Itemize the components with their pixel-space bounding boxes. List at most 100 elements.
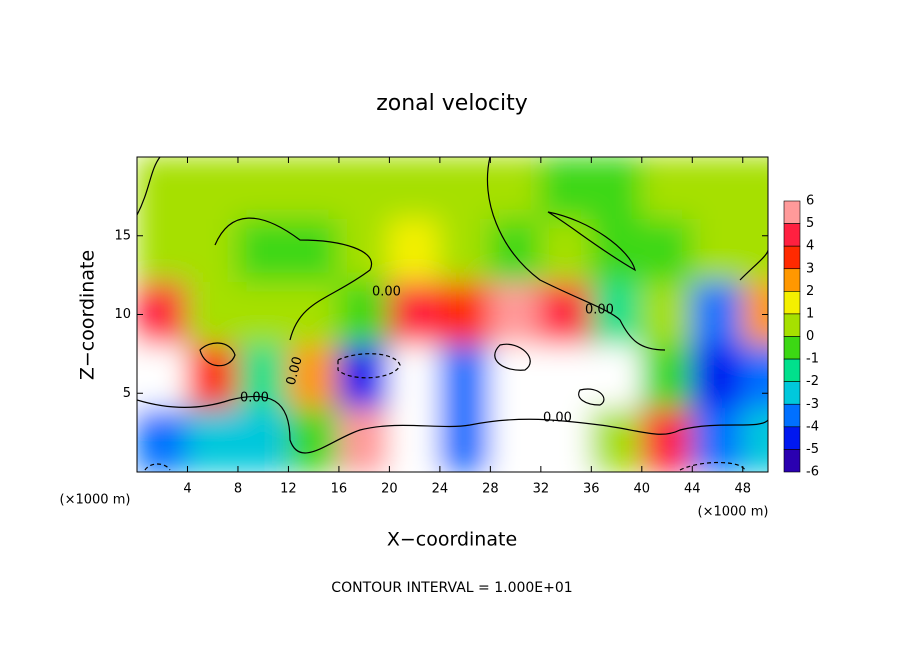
colorbar-label: 2 xyxy=(806,284,814,299)
x-tick-label: 24 xyxy=(432,482,449,497)
field-cell xyxy=(640,157,694,221)
x-axis-label: X−coordinate xyxy=(387,529,517,551)
field-cell xyxy=(236,157,290,221)
field-cell xyxy=(186,157,239,221)
field-cell xyxy=(438,157,492,221)
field-cell xyxy=(186,408,239,472)
contour-label: 0.00 xyxy=(585,303,614,318)
field-cell xyxy=(337,219,391,284)
field-cell xyxy=(640,408,694,472)
contour-label: 0.00 xyxy=(284,355,306,387)
field-cell xyxy=(287,408,340,472)
x-unit-label: (×1000 m) xyxy=(698,505,769,520)
y-tick-label: 15 xyxy=(114,228,131,243)
field-cell xyxy=(287,219,340,284)
contour-label: 0.00 xyxy=(240,391,269,406)
x-tick-label: 40 xyxy=(634,482,651,497)
field-cell xyxy=(287,282,340,347)
x-tick-label: 16 xyxy=(331,482,348,497)
field-cell xyxy=(539,345,593,410)
field-cell xyxy=(640,219,694,284)
field-cell xyxy=(539,157,593,221)
field-cell xyxy=(640,282,694,347)
field-cell xyxy=(489,345,542,410)
field-cell xyxy=(337,282,391,347)
colorbar-swatch xyxy=(783,426,801,450)
colorbar-label: 6 xyxy=(806,194,814,209)
field-cell xyxy=(236,345,290,410)
x-tick-label: 28 xyxy=(482,482,499,497)
field-cell xyxy=(186,219,239,284)
colorbar-label: 5 xyxy=(806,216,814,231)
field-cell xyxy=(590,408,643,472)
field-cell xyxy=(590,345,643,410)
colorbar-label: -6 xyxy=(806,465,819,480)
x-tick-label: 4 xyxy=(183,482,191,497)
colorbar-swatch xyxy=(783,223,801,247)
field-cell xyxy=(186,345,239,410)
colorbar-label: -3 xyxy=(806,397,819,412)
x-tick-label: 48 xyxy=(734,482,751,497)
footer: CONTOUR INTERVAL = 1.000E+01 xyxy=(331,580,572,596)
y-tick-label: 5 xyxy=(123,386,131,401)
x-tick-label: 32 xyxy=(533,482,550,497)
field-cell xyxy=(438,345,492,410)
colorbar-swatch xyxy=(783,381,801,405)
y-axis-label: Z−coordinate xyxy=(77,250,99,380)
x-tick-label: 8 xyxy=(234,482,242,497)
field-cell xyxy=(691,219,744,284)
field-cells xyxy=(137,157,768,472)
field-cell xyxy=(287,157,340,221)
field-cell xyxy=(539,219,593,284)
colorbar-swatch xyxy=(783,336,801,360)
field: 0.00 0.00 0.00 0.00 0.00 xyxy=(137,157,768,472)
colorbar-label: -1 xyxy=(806,352,819,367)
field-cell xyxy=(691,345,744,410)
contour-label: 0.00 xyxy=(372,285,401,300)
colorbar-swatch xyxy=(783,358,801,382)
field-cell xyxy=(741,219,768,284)
colorbar-swatch xyxy=(783,245,801,270)
field-cell xyxy=(590,282,643,347)
colorbar-swatch xyxy=(783,268,801,292)
colorbar-label: -5 xyxy=(806,442,819,457)
field-cell xyxy=(489,219,542,284)
field-cell xyxy=(137,157,189,221)
field-cell xyxy=(590,157,643,221)
y-tick-label: 10 xyxy=(114,307,131,322)
field-cell xyxy=(489,157,542,221)
field-cell xyxy=(438,408,492,472)
field-cell xyxy=(137,282,189,347)
field-cell xyxy=(438,219,492,284)
colorbar-swatch xyxy=(783,313,801,337)
field-cell xyxy=(691,408,744,472)
field-cell xyxy=(438,282,492,347)
field-cell xyxy=(388,345,441,410)
x-tick-label: 44 xyxy=(684,482,701,497)
field-cell xyxy=(741,408,768,472)
colorbar-swatch xyxy=(783,403,801,428)
colorbar-label: 0 xyxy=(806,329,814,344)
field-cell xyxy=(388,282,441,347)
colorbar-label: 3 xyxy=(806,261,814,276)
field-cell xyxy=(388,219,441,284)
field-cell xyxy=(236,219,290,284)
field-cell xyxy=(691,282,744,347)
field-cell xyxy=(337,157,391,221)
colorbar-label: -2 xyxy=(806,374,819,389)
field-cell xyxy=(337,408,391,472)
x-tick-label: 36 xyxy=(583,482,600,497)
field-cell xyxy=(186,282,239,347)
field-cell xyxy=(287,345,340,410)
field-cell xyxy=(388,157,441,221)
field-cell xyxy=(590,219,643,284)
field-cell xyxy=(137,219,189,284)
field-cell xyxy=(137,345,189,410)
colorbar-label: 1 xyxy=(806,306,814,321)
field-cell xyxy=(388,408,441,472)
x-unit-label: (×1000 m) xyxy=(60,493,131,508)
colorbar-label: 4 xyxy=(806,239,814,254)
x-tick-label: 12 xyxy=(280,482,297,497)
contour-label: 0.00 xyxy=(543,411,572,426)
